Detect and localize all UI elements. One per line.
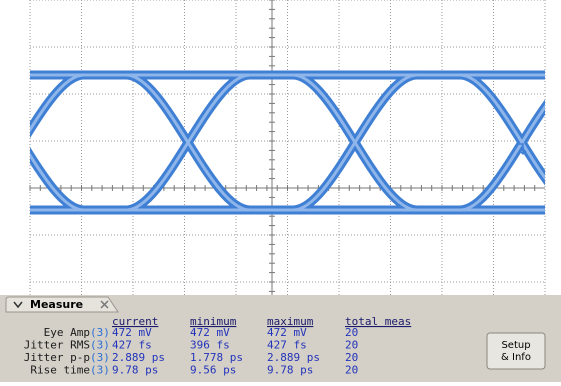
close-icon[interactable] [100,300,109,309]
column-header: minimum [190,315,237,328]
measure-value: 20 [345,339,358,352]
measure-value: 396 fs [190,339,230,352]
button-label: Setup [501,340,530,351]
measure-value: 472 mV [112,326,152,339]
measure-value: 20 [345,326,358,339]
eye-trace-core [30,152,86,212]
eye-diagram [30,70,545,215]
measure-value: 9.56 ps [190,364,236,377]
row-label: Rise time [30,364,90,377]
tab-title: Measure [30,298,83,311]
eye-trace-core [30,73,86,133]
measure-value: 2.889 ps [112,351,165,364]
row-label: Jitter p-p [24,351,90,364]
measure-tab[interactable] [5,296,119,313]
measure-value: 427 fs [267,339,307,352]
measure-value: 1.778 ps [190,351,243,364]
row-channel: (3) [90,326,110,339]
trigger-marker [518,143,527,156]
measure-value: 20 [345,351,358,364]
row-channel: (3) [90,339,110,352]
measure-value: 427 fs [112,339,152,352]
measure-value: 9.78 ps [267,364,313,377]
eye-trace-core [124,73,252,212]
measure-value: 472 mV [267,326,307,339]
measure-value: 2.889 ps [267,351,320,364]
button-label: & Info [501,352,531,363]
measure-value: 20 [345,364,358,377]
row-channel: (3) [90,351,110,364]
measure-value: 472 mV [190,326,230,339]
column-header: maximum [267,315,314,328]
column-header: total meas [345,315,411,328]
setup-button[interactable] [486,332,546,370]
row-label: Eye Amp [44,326,90,339]
measure-value: 9.78 ps [112,364,158,377]
row-label: Jitter RMS [24,339,90,352]
eye-trace-core [458,104,545,212]
column-header: current [112,315,158,328]
eye-trace-core [291,73,419,212]
row-channel: (3) [90,364,110,377]
collapse-icon[interactable] [13,301,23,309]
